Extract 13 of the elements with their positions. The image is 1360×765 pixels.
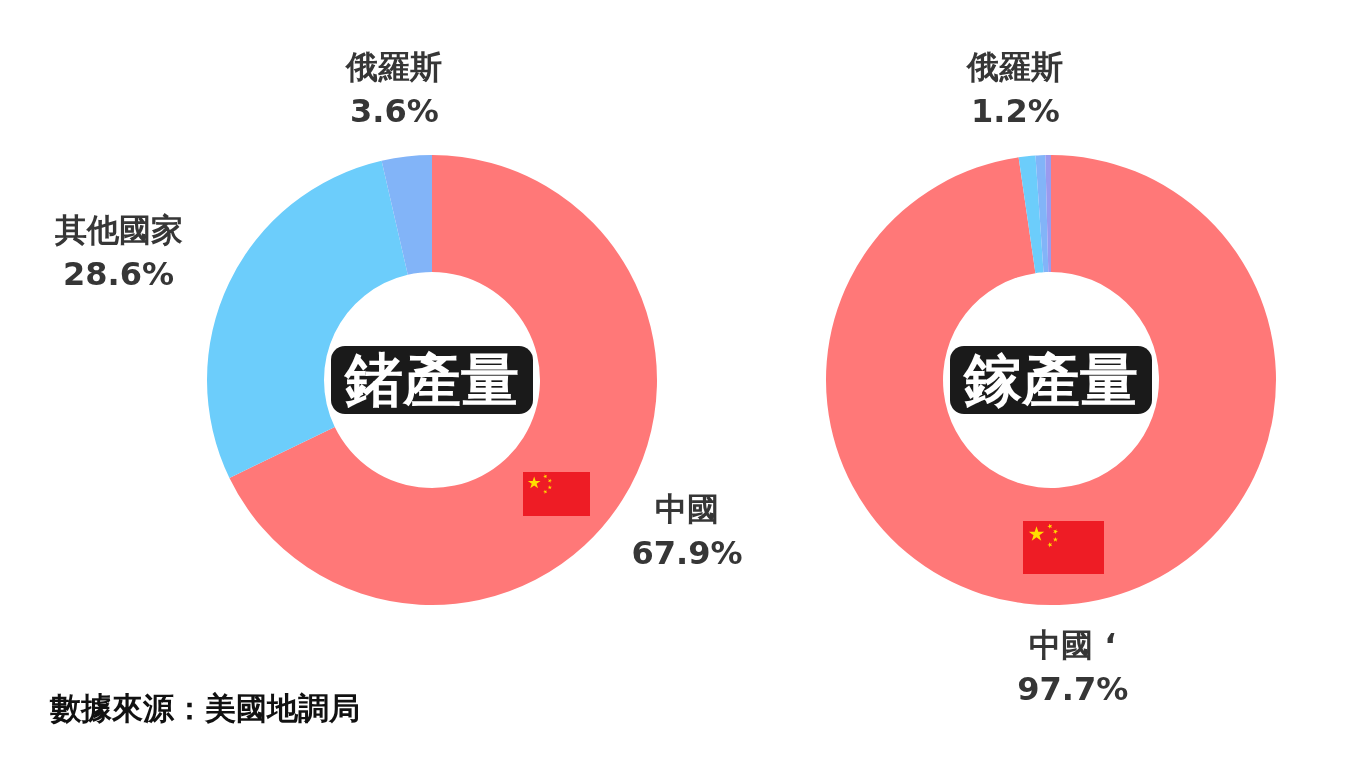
data-label: 1.2%: [971, 91, 1060, 130]
slice-label: 俄羅斯: [966, 47, 1064, 86]
slice-label: 中國 ‘: [1029, 625, 1117, 664]
data-label: 28.6%: [63, 254, 175, 293]
slice-label: 其他國家: [53, 210, 183, 249]
text: 鍺產量: [331, 346, 533, 414]
data-label: 3.6%: [350, 92, 439, 131]
text: 鎵產量: [950, 346, 1152, 414]
data-label: 97.7%: [1017, 669, 1129, 708]
slice-label: 中國: [655, 490, 720, 529]
text: 數據來源：美國地調局: [50, 689, 360, 728]
data-label: 67.9%: [631, 534, 743, 573]
slice-label: 俄羅斯: [345, 48, 443, 87]
